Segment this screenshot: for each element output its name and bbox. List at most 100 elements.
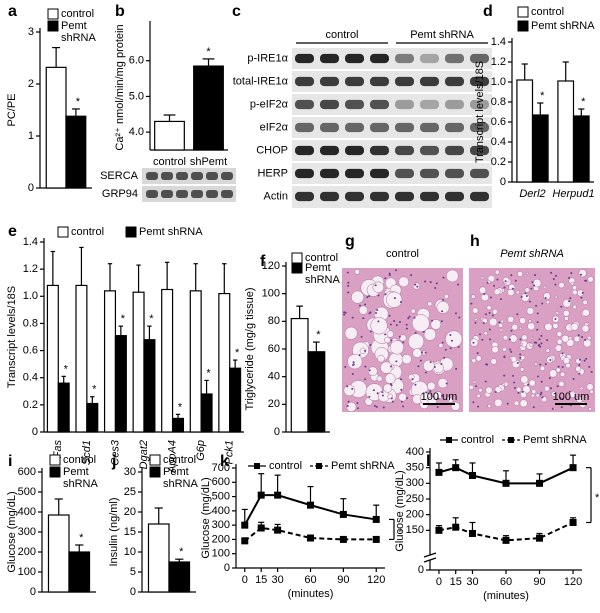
nucleus bbox=[377, 294, 380, 297]
image-label: control bbox=[386, 248, 419, 260]
vacuole bbox=[443, 294, 449, 299]
panel-letter: a bbox=[8, 3, 17, 20]
y-tick-label: 1.4 bbox=[23, 236, 38, 248]
image-label: Pemt shRNA bbox=[500, 248, 564, 260]
nucleus bbox=[368, 369, 371, 372]
bar bbox=[68, 551, 91, 593]
nucleus bbox=[472, 401, 475, 404]
nucleus bbox=[407, 317, 410, 320]
vacuole bbox=[472, 307, 479, 314]
nucleus bbox=[455, 367, 458, 370]
blot-band bbox=[295, 168, 314, 179]
y-tick-label: 80 bbox=[268, 315, 280, 327]
nucleus bbox=[488, 311, 491, 314]
y-tick-label: 20 bbox=[268, 398, 280, 410]
nucleus bbox=[534, 274, 537, 277]
nucleus bbox=[402, 341, 405, 344]
blot-band bbox=[345, 76, 364, 87]
vacuole bbox=[519, 317, 527, 325]
nucleus bbox=[503, 286, 506, 289]
nucleus bbox=[517, 391, 520, 394]
nucleus bbox=[548, 377, 551, 380]
vacuole bbox=[545, 348, 550, 353]
vacuole bbox=[528, 379, 536, 387]
nucleus bbox=[419, 359, 422, 362]
y-tick-label: 600 bbox=[18, 466, 36, 478]
vacuole bbox=[578, 269, 587, 278]
nucleus bbox=[400, 400, 403, 403]
vacuole bbox=[499, 328, 503, 332]
nucleus bbox=[400, 388, 403, 391]
panel-letter: g bbox=[345, 233, 355, 250]
legend-label: control bbox=[461, 434, 494, 446]
y-axis-label: Triglyceride (mg/g tissue) bbox=[244, 287, 256, 410]
blot-band bbox=[370, 145, 389, 156]
x-tick-label: Herpud1 bbox=[552, 188, 594, 200]
x-tick-label: control bbox=[153, 156, 186, 168]
marker bbox=[435, 526, 443, 534]
bar bbox=[531, 114, 549, 183]
nucleus bbox=[532, 406, 535, 409]
nucleus bbox=[578, 372, 581, 375]
significance-star: * bbox=[316, 329, 321, 341]
vacuole bbox=[582, 308, 590, 317]
legend-swatch bbox=[291, 262, 303, 274]
nucleus bbox=[540, 391, 543, 394]
y-tick-label: 600 bbox=[212, 476, 230, 488]
bar bbox=[154, 120, 185, 151]
nucleus bbox=[474, 321, 477, 324]
y-axis-label: Glucose (mg/dL) bbox=[394, 470, 406, 551]
nucleus bbox=[549, 358, 552, 361]
blot-label: GRP94 bbox=[102, 188, 138, 200]
vacuole bbox=[527, 322, 536, 331]
y-tick-label: 250 bbox=[406, 493, 424, 505]
bar bbox=[290, 317, 309, 433]
x-tick-label: 90 bbox=[337, 574, 349, 586]
y-tick-label: 2 bbox=[28, 78, 34, 90]
vacuole bbox=[571, 389, 575, 393]
y-tick-label: 0 bbox=[130, 586, 136, 598]
legend-marker bbox=[316, 463, 322, 469]
y-tick-label: 0.2 bbox=[23, 399, 38, 411]
blot-band bbox=[420, 191, 439, 202]
marker bbox=[569, 519, 577, 526]
nucleus bbox=[479, 333, 482, 336]
marker bbox=[274, 526, 282, 534]
nucleus bbox=[408, 315, 411, 318]
blot-band bbox=[470, 191, 489, 202]
vacuole bbox=[427, 301, 433, 307]
nucleus bbox=[555, 274, 558, 277]
blot-band bbox=[345, 122, 364, 133]
legend-label: Pemt shRNA bbox=[305, 262, 341, 286]
marker bbox=[307, 501, 314, 509]
vacuole bbox=[493, 288, 501, 296]
x-tick-label: 15 bbox=[255, 574, 267, 586]
nucleus bbox=[580, 296, 583, 299]
y-tick-label: 0 bbox=[418, 564, 424, 576]
nucleus bbox=[343, 311, 346, 314]
nucleus bbox=[347, 291, 350, 294]
y-tick-label: 0 bbox=[224, 562, 230, 574]
x-tick-label: 60 bbox=[500, 576, 512, 588]
vacuole bbox=[412, 348, 422, 358]
nucleus bbox=[352, 363, 355, 366]
nucleus bbox=[504, 280, 507, 283]
bar bbox=[143, 339, 156, 433]
legend-swatch bbox=[149, 466, 161, 478]
y-tick-label: 300 bbox=[406, 477, 424, 489]
vacuole bbox=[445, 396, 451, 402]
y-tick-label: 300 bbox=[212, 519, 230, 531]
blot-band bbox=[221, 190, 233, 198]
legend-marker bbox=[446, 437, 452, 443]
vacuole bbox=[587, 276, 594, 283]
bar bbox=[193, 65, 224, 151]
nucleus bbox=[434, 286, 437, 289]
y-tick-label: 30 bbox=[124, 466, 136, 478]
blot-band bbox=[320, 99, 339, 110]
bar bbox=[572, 115, 590, 183]
nucleus bbox=[405, 327, 408, 330]
axis-break bbox=[423, 552, 437, 558]
marker bbox=[452, 523, 460, 531]
marker bbox=[372, 535, 380, 543]
